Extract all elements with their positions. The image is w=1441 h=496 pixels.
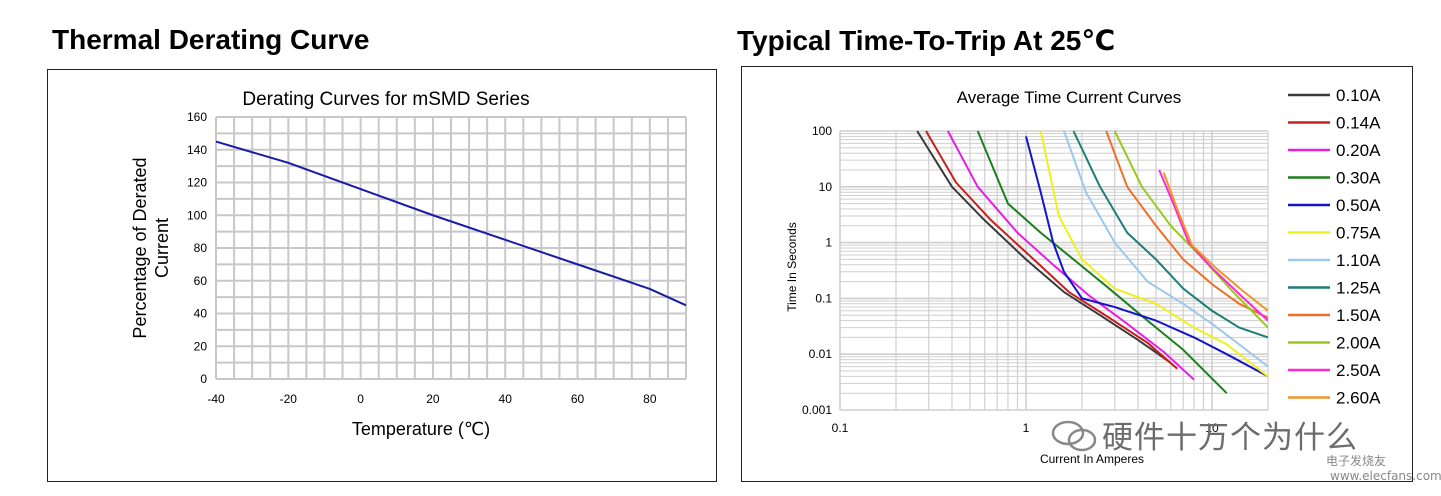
legend-label: 2.60A bbox=[1336, 389, 1381, 408]
y-axis-label: Time In Seconds bbox=[785, 222, 799, 312]
chart-title: Derating Curves for mSMD Series bbox=[242, 89, 529, 110]
wechat-watermark-icon bbox=[1051, 420, 1097, 452]
y-tick-label: 120 bbox=[187, 176, 207, 190]
legend-label: 0.20A bbox=[1336, 141, 1381, 160]
series-line-2.50A bbox=[1158, 169, 1268, 322]
x-tick-label: 1 bbox=[1023, 421, 1030, 435]
y-axis-label-line: Current bbox=[152, 218, 172, 278]
x-tick-label: -40 bbox=[207, 392, 225, 406]
legend-label: 0.14A bbox=[1336, 114, 1381, 133]
legend-label: 1.10A bbox=[1336, 251, 1381, 270]
watermark-subtext: 电子发烧友 www.elecfans.com bbox=[1326, 452, 1441, 483]
y-tick-label: 60 bbox=[194, 274, 208, 288]
watermark-subtext-url: www.elecfans.com bbox=[1330, 469, 1441, 483]
series-line-0.50A bbox=[1025, 136, 1268, 378]
legend-label: 0.50A bbox=[1336, 196, 1381, 215]
chart-title: Average Time Current Curves bbox=[957, 88, 1182, 107]
x-tick-label: 60 bbox=[571, 392, 585, 406]
series-line-0.75A bbox=[1039, 130, 1268, 378]
y-axis-label-line: Percentage of Derated bbox=[130, 157, 150, 338]
watermark-text: 硬件十万个为什么 bbox=[1102, 420, 1358, 456]
y-tick-label: 0.001 bbox=[802, 403, 832, 417]
x-tick-label: 20 bbox=[426, 392, 440, 406]
legend-label: 1.25A bbox=[1336, 279, 1381, 298]
time-current-chart: 0.001 0.01 0.1 1 10 100 0.1 1 10 Average Time Cur… bbox=[785, 86, 1381, 466]
y-tick-label: 10 bbox=[819, 180, 833, 194]
legend-label: 0.30A bbox=[1336, 169, 1381, 188]
series-line-2.00A bbox=[1113, 130, 1268, 329]
left-section-heading: Thermal Derating Curve bbox=[52, 24, 370, 55]
derating-chart: 0 20 40 60 80 100 120 140 160 -40 -20 0 20 40 60 80 Dera… bbox=[130, 89, 687, 439]
series-line-1.50A bbox=[1105, 130, 1268, 319]
legend-label: 2.00A bbox=[1336, 334, 1381, 353]
y-tick-label: 100 bbox=[187, 208, 207, 222]
legend-label: 0.75A bbox=[1336, 224, 1381, 243]
legend-label: 0.10A bbox=[1336, 86, 1381, 105]
x-tick-label: 0.1 bbox=[832, 421, 849, 435]
y-tick-label: 1 bbox=[825, 236, 832, 250]
series-line-0.30A bbox=[976, 130, 1228, 394]
y-tick-label: 100 bbox=[812, 124, 832, 138]
series-line-1.10A bbox=[1063, 130, 1268, 368]
watermark-subtext-site: 电子发烧友 bbox=[1326, 454, 1387, 468]
y-tick-label: 80 bbox=[194, 241, 208, 255]
y-tick-label: 140 bbox=[187, 143, 207, 157]
x-axis-label: Temperature (℃) bbox=[352, 419, 490, 439]
series-line-0.14A bbox=[925, 130, 1178, 370]
x-tick-label: -20 bbox=[280, 392, 298, 406]
series-line-0.10A bbox=[916, 130, 1172, 364]
legend-label: 1.50A bbox=[1336, 306, 1381, 325]
series-line-mSMD bbox=[215, 140, 687, 307]
y-tick-label: 0 bbox=[200, 372, 207, 386]
series-line-1.25A bbox=[1072, 130, 1268, 339]
y-tick-label: 0.01 bbox=[809, 347, 833, 361]
x-axis-label: Current In Amperes bbox=[1040, 452, 1144, 466]
y-axis-label: Percentage of Derated Current bbox=[130, 157, 172, 338]
time-current-chart-panel: 0.001 0.01 0.1 1 10 100 0.1 1 10 Average Time Cur… bbox=[741, 66, 1413, 482]
derating-chart-panel: 0 20 40 60 80 100 120 140 160 -40 -20 0 20 40 60 80 Dera… bbox=[47, 69, 717, 482]
y-tick-label: 160 bbox=[187, 110, 207, 124]
series-line-2.60A bbox=[1162, 172, 1268, 312]
right-section-heading: Typical Time-To-Trip At 25℃ bbox=[737, 25, 1116, 56]
y-tick-label: 0.1 bbox=[815, 291, 832, 305]
y-tick-label: 20 bbox=[194, 339, 208, 353]
x-tick-label: 80 bbox=[643, 392, 657, 406]
series-group bbox=[916, 130, 1268, 394]
series-line-0.20A bbox=[946, 130, 1195, 381]
x-tick-label: 10 bbox=[1205, 421, 1219, 435]
y-tick-label: 40 bbox=[194, 307, 208, 321]
x-tick-label: 0 bbox=[357, 392, 364, 406]
legend-label: 2.50A bbox=[1336, 361, 1381, 380]
x-tick-label: 40 bbox=[499, 392, 513, 406]
